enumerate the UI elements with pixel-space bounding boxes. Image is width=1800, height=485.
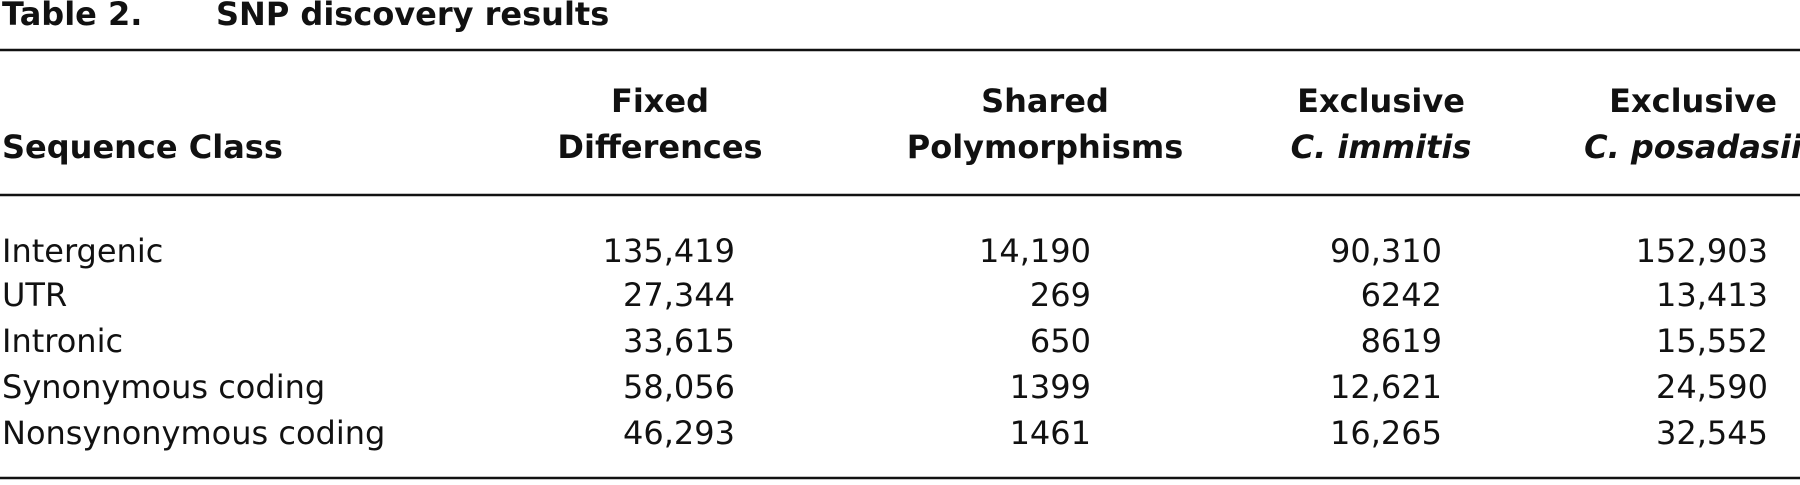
column-header: Sequence Class <box>2 128 283 166</box>
cell-value: 27,344 <box>623 276 735 314</box>
cell-value: 152,903 <box>1636 232 1768 270</box>
cell-value: 135,419 <box>603 232 735 270</box>
cell-value: 6242 <box>1361 276 1442 314</box>
column-header: Exclusive <box>1297 82 1465 120</box>
table-title: SNP discovery results <box>216 0 609 33</box>
cell-value: 24,590 <box>1656 368 1768 406</box>
row-label: UTR <box>2 276 67 314</box>
row-label: Nonsynonymous coding <box>2 414 385 452</box>
cell-value: 16,265 <box>1330 414 1442 452</box>
column-header: C. immitis <box>1291 128 1472 166</box>
column-header: Polymorphisms <box>907 128 1183 166</box>
column-header: Shared <box>981 82 1109 120</box>
cell-value: 1399 <box>1010 368 1091 406</box>
column-header: Differences <box>557 128 762 166</box>
cell-value: 46,293 <box>623 414 735 452</box>
cell-value: 58,056 <box>623 368 735 406</box>
column-header: C. posadasii <box>1584 128 1800 166</box>
cell-value: 90,310 <box>1330 232 1442 270</box>
column-header: Fixed <box>611 82 709 120</box>
cell-value: 33,615 <box>623 322 735 360</box>
cell-value: 14,190 <box>979 232 1091 270</box>
row-label: Synonymous coding <box>2 368 325 406</box>
cell-value: 13,413 <box>1656 276 1768 314</box>
cell-value: 8619 <box>1361 322 1442 360</box>
cell-value: 269 <box>1030 276 1091 314</box>
column-header: Exclusive <box>1609 82 1777 120</box>
row-label: Intergenic <box>2 232 163 270</box>
table-label: Table 2. <box>2 0 142 33</box>
cell-value: 12,621 <box>1330 368 1442 406</box>
cell-value: 15,552 <box>1656 322 1768 360</box>
cell-value: 1461 <box>1010 414 1091 452</box>
cell-value: 650 <box>1030 322 1091 360</box>
row-label: Intronic <box>2 322 123 360</box>
cell-value: 32,545 <box>1656 414 1768 452</box>
